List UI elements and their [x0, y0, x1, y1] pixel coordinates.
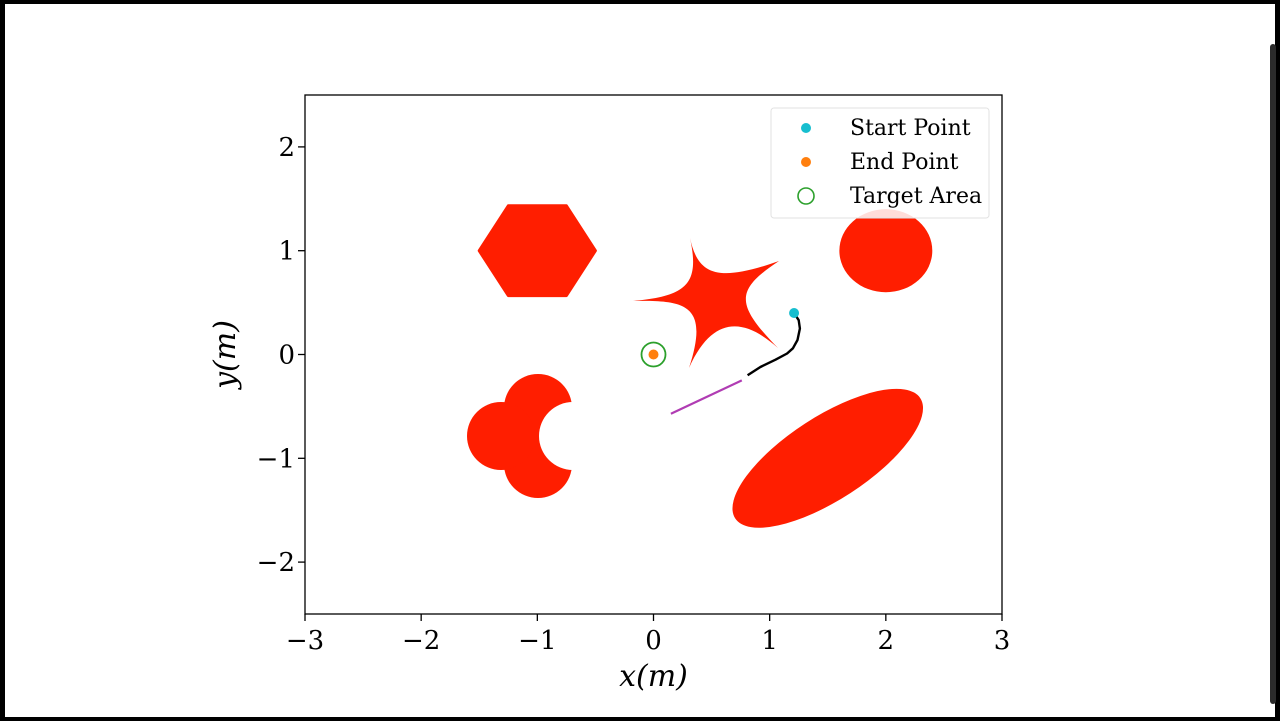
paths-layer — [670, 312, 802, 415]
scrollbar[interactable] — [1270, 44, 1276, 704]
x-tick-label: 3 — [994, 626, 1011, 656]
y-tick-label: −2 — [257, 548, 295, 578]
end-point-marker — [648, 349, 659, 360]
cloverleaf-notch — [539, 402, 607, 470]
legend-target-area-label: Target Area — [850, 184, 982, 209]
legend-end-point-label: End Point — [850, 150, 959, 175]
legend-box — [770, 107, 990, 219]
planned-path-line — [670, 379, 743, 415]
x-axis-label: x(m) — [619, 659, 688, 694]
legend-target-area-marker — [797, 187, 815, 205]
start-point-marker — [789, 307, 800, 318]
star-obstacle — [633, 238, 779, 368]
x-tick-label: 2 — [878, 626, 895, 656]
y-tick-label: 2 — [278, 133, 295, 163]
x-tick-label: −2 — [402, 626, 440, 656]
legend-start-point-marker — [801, 123, 811, 133]
hexagon-obstacle — [477, 204, 597, 298]
y-tick-label: 1 — [278, 237, 295, 267]
trajectory-plot: −3 −2 −1 0 1 2 3 −2 −1 0 1 2 x(m) y(m) Start Point … — [208, 94, 1011, 694]
target-area-marker — [640, 341, 667, 368]
x-tick-label: −3 — [286, 626, 324, 656]
x-tick-label: 0 — [645, 626, 662, 656]
ticks-layer: −3 −2 −1 0 1 2 3 −2 −1 0 1 2 — [257, 133, 1011, 656]
obstacles-layer — [467, 204, 933, 528]
y-axis-label: y(m) — [208, 320, 243, 391]
markers-layer — [640, 307, 800, 368]
figure-canvas: −3 −2 −1 0 1 2 3 −2 −1 0 1 2 x(m) y(m) Start Point … — [5, 4, 1275, 717]
cloverleaf-lobe-left — [467, 402, 535, 470]
circle-obstacle — [839, 209, 933, 293]
legend-end-point-marker — [801, 157, 811, 167]
ellipse-obstacle — [732, 388, 924, 528]
legend: Start Point End Point Target Area — [770, 107, 990, 219]
x-tick-label: −1 — [518, 626, 556, 656]
robot-trajectory-line — [746, 312, 802, 377]
legend-start-point-label: Start Point — [850, 116, 971, 141]
y-tick-label: 0 — [278, 341, 295, 371]
y-tick-label: −1 — [257, 444, 295, 474]
x-tick-label: 1 — [761, 626, 778, 656]
